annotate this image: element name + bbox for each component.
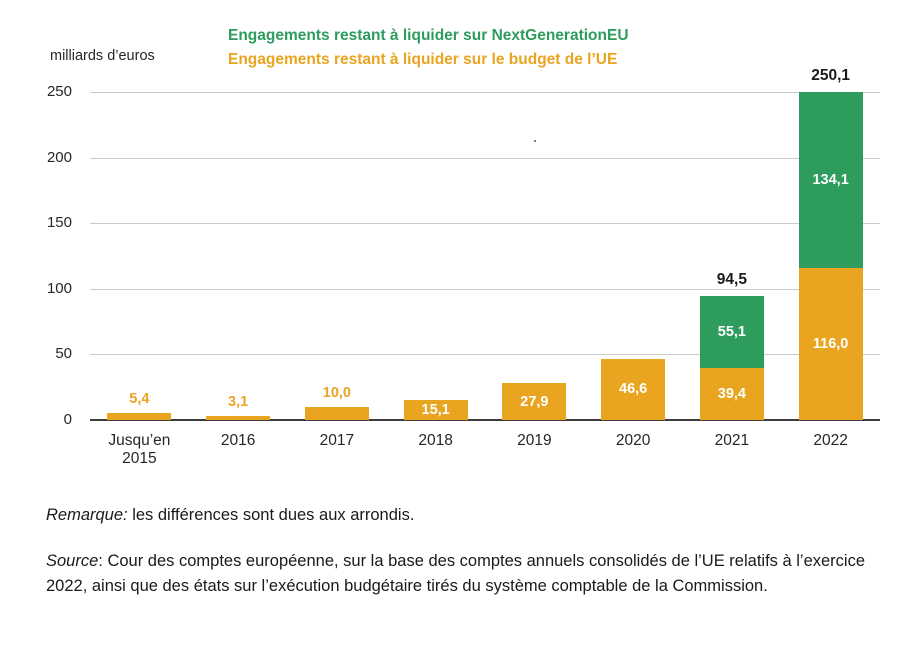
y-axis-unit-label: milliards d’euros	[50, 48, 155, 64]
x-axis-category-label: 2021	[714, 432, 750, 449]
bar-segment-ngeu	[798, 91, 863, 268]
legend-line-budget: Engagements restant à liquider sur le bu…	[228, 51, 618, 68]
x-axis-baseline	[90, 419, 880, 421]
gridline	[90, 288, 880, 290]
y-tick-label: 100	[46, 279, 72, 297]
bar-segment-budget-ue	[304, 406, 369, 420]
bar-value-label: 46,6	[619, 381, 648, 398]
bar-value-label: 15,1	[421, 402, 450, 419]
gridline	[90, 157, 880, 159]
source-label: Source	[46, 552, 99, 570]
bar-segment-budget-ue	[206, 415, 271, 420]
source-text: : Cour des comptes européenne, sur la ba…	[46, 552, 866, 595]
stray-dot	[534, 140, 536, 142]
bar-value-label: 39,4	[717, 386, 746, 403]
bar-value-label: 27,9	[520, 393, 549, 410]
x-axis-category-label: 2019	[517, 432, 552, 449]
plot-area: 0 50 100 150 200 250 Jusqu’en 2015 5,4 2016 3,1 20…	[47, 67, 880, 467]
bar-value-label: 3,1	[228, 393, 249, 410]
y-tick-label: 150	[46, 214, 72, 232]
x-axis-category-label: Jusqu’en 2015	[108, 432, 171, 467]
bar-segment-budget-ue	[107, 412, 172, 420]
x-axis-category-label: 2016	[220, 432, 256, 449]
bar-value-label: 134,1	[812, 171, 849, 188]
y-tick-label: 50	[55, 345, 72, 363]
bar-segment-budget-ue	[699, 368, 764, 420]
gridline	[90, 223, 880, 225]
y-tick-label: 250	[46, 83, 72, 100]
source-note: Source: Cour des comptes européenne, sur…	[46, 549, 884, 599]
remark-label: Remarque:	[46, 506, 128, 524]
bar-value-label: 116,0	[812, 335, 849, 352]
gridline	[90, 354, 880, 356]
bar-segment-budget-ue	[403, 400, 468, 420]
chart-legend: Engagements restant à liquider sur NextG…	[228, 24, 629, 72]
bar-segment-budget-ue	[601, 358, 666, 420]
x-axis-category-label: 2018	[418, 432, 453, 449]
x-axis-category-label: 2017	[319, 432, 355, 449]
y-tick-label: 0	[63, 411, 72, 428]
remark-text: les différences sont dues aux arrondis.	[127, 506, 415, 524]
bar-total-label: 250,1	[811, 66, 851, 84]
bar-segment-budget-ue	[502, 383, 567, 420]
bar-total-label: 94,5	[716, 271, 747, 289]
x-axis-category-label: 2022	[813, 432, 848, 449]
legend-line-ngeu: Engagements restant à liquider sur NextG…	[228, 27, 629, 44]
bar-value-label: 10,0	[322, 384, 351, 401]
gridline	[90, 92, 880, 93]
bar-value-label: 5,4	[129, 390, 150, 407]
bar-segment-budget-ue	[798, 267, 863, 420]
x-axis-category-label: 2020	[615, 432, 651, 449]
bar-value-label: 55,1	[717, 324, 746, 341]
bar-segment-ngeu	[699, 296, 764, 369]
y-tick-label: 200	[46, 148, 72, 166]
remark-note: Remarque: les différences sont dues aux …	[46, 503, 886, 528]
